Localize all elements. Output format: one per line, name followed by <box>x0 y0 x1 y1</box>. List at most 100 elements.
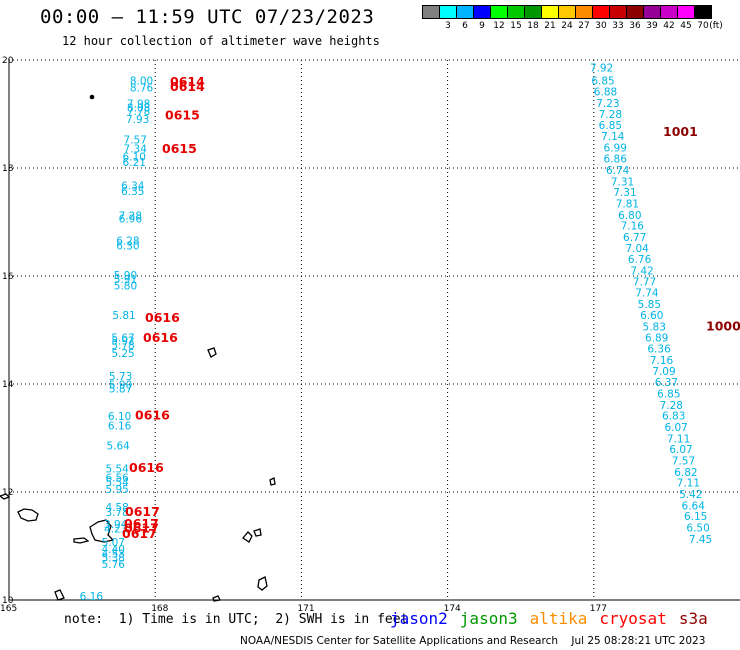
wave-height-value: 8.76 <box>130 82 154 94</box>
wave-height-value: 7.98 <box>127 99 150 111</box>
pass-time-label: 1001 <box>663 124 698 139</box>
pass-time-label: 0615 <box>162 141 197 156</box>
footer-note: note: 1) Time is in UTC; 2) SWH is in fe… <box>64 612 409 627</box>
wave-height-value: 7.11 <box>677 478 700 490</box>
island-outline <box>212 595 221 602</box>
island-outline <box>257 576 268 591</box>
island-outline <box>89 519 115 543</box>
wave-height-value: 5.90 <box>109 379 132 391</box>
wave-height-value: 5.25 <box>111 348 134 360</box>
wave-height-value: 7.57 <box>124 135 147 147</box>
island-outline <box>253 528 262 537</box>
wave-height-value: 7.57 <box>672 455 695 467</box>
island-outline <box>73 537 90 544</box>
wave-height-value: 5.64 <box>106 440 130 452</box>
wave-height-value: 5.83 <box>643 322 666 334</box>
wave-height-value: 3.94 <box>104 519 128 531</box>
legend-label: 15 <box>510 21 522 31</box>
wave-height-value: 7.81 <box>616 198 639 210</box>
wave-height-value: 7.74 <box>635 288 659 300</box>
pass-time-label: 0617 <box>122 526 157 541</box>
latitude-tick-label: 14 <box>2 380 14 390</box>
wave-height-value: 5.42 <box>679 489 702 501</box>
wave-height-value: 7.09 <box>652 366 675 378</box>
wave-height-value: 5.78 <box>111 340 134 352</box>
legend-label: 30 <box>595 21 607 31</box>
legend-label: 21 <box>544 21 556 31</box>
legend-unit: (ft) <box>709 21 723 31</box>
wave-height-value: 5.73 <box>109 371 132 383</box>
wave-height-value: 6.10 <box>123 151 146 163</box>
longitude-tick-label: 168 <box>151 604 168 614</box>
wave-height-value: 5.67 <box>111 332 134 344</box>
latitude-tick-label: 20 <box>2 56 14 66</box>
legend-swatch <box>694 5 712 19</box>
wave-height-value: 5.91 <box>114 274 137 286</box>
wave-height-value: 5.76 <box>102 559 126 571</box>
wave-height-value: 7.11 <box>667 433 690 445</box>
wave-height-value: 4.58 <box>105 502 128 514</box>
wave-height-value: 6.74 <box>606 165 630 177</box>
wave-height-value: 6.37 <box>655 377 678 389</box>
pass-time-label: 0616 <box>145 310 180 325</box>
wave-height-value: 6.21 <box>123 157 146 169</box>
legend-label: 3 <box>445 21 451 31</box>
latitude-tick-label: 10 <box>2 596 14 606</box>
legend-label: 45 <box>680 21 692 31</box>
wave-height-value: 6.60 <box>640 310 663 322</box>
color-legend: 3 6 9 12 15 18 21 24 27 30 33 36 39 42 45 70 (ft) <box>422 5 723 31</box>
wave-height-value: 5.90 <box>114 270 137 282</box>
wave-height-value: 5.92 <box>111 336 134 348</box>
wave-height-value: 6.16 <box>80 591 104 603</box>
wave-height-value: 6.89 <box>645 332 668 344</box>
wave-height-value: 8.08 <box>127 102 150 114</box>
wave-height-value: 6.99 <box>604 142 627 154</box>
island-outline <box>242 531 253 543</box>
wave-height-value: 6.15 <box>684 511 707 523</box>
wave-height-value: 6.16 <box>108 420 132 432</box>
wave-height-value: 7.28 <box>599 109 622 121</box>
longitude-tick-label: 177 <box>590 604 607 614</box>
legend-label: 70 <box>697 21 709 31</box>
wave-height-value: 6.64 <box>682 500 706 512</box>
island-outline <box>269 477 276 486</box>
longitude-tick-label: 174 <box>444 604 461 614</box>
wave-height-value: 7.16 <box>650 355 674 367</box>
wave-height-value: 7.23 <box>596 98 619 110</box>
wave-height-value: 6.83 <box>662 411 685 423</box>
wave-height-value: 5.85 <box>638 299 661 311</box>
pass-time-label: 0616 <box>129 460 164 475</box>
wave-height-value: 5.87 <box>109 384 132 396</box>
legend-swatches <box>422 5 712 19</box>
legend-label: 24 <box>561 21 573 31</box>
wave-height-value: 6.36 <box>647 344 671 356</box>
wave-height-value: 7.93 <box>126 114 149 126</box>
wave-height-value: 3.78 <box>105 507 128 519</box>
legend-labels: 3 6 9 12 15 18 21 24 27 30 33 36 39 42 45 70 (ft) <box>422 19 723 31</box>
wave-height-value: 6.07 <box>664 422 687 434</box>
wave-height-value: 6.88 <box>594 87 617 99</box>
wave-height-value: 4.40 <box>102 544 125 556</box>
wave-height-value: 7.31 <box>611 176 634 188</box>
island-outline <box>54 589 65 601</box>
pass-time-label: 0617 <box>124 516 159 531</box>
wave-height-value: 7.31 <box>613 187 636 199</box>
wave-height-value: 6.10 <box>108 411 131 423</box>
legend-label: 39 <box>646 21 658 31</box>
wave-height-value: 5.38 <box>102 553 125 565</box>
wave-height-value: 6.76 <box>628 254 652 266</box>
pass-time-label: 0615 <box>165 107 200 122</box>
wave-height-value: 6.28 <box>116 236 139 248</box>
satellite-legend: jason2 jason3 altika cryosat s3a <box>390 609 720 628</box>
pass-time-label: 0617 <box>125 504 160 519</box>
pass-time-label: 0616 <box>135 408 170 423</box>
satellite-name: s3a <box>678 609 708 628</box>
wave-height-value: 7.45 <box>689 534 712 546</box>
latitude-tick-label: 16 <box>2 272 14 282</box>
wave-height-value: 6.34 <box>121 181 145 193</box>
island-dot <box>89 94 95 100</box>
legend-label: 36 <box>629 21 641 31</box>
island-outline <box>207 347 217 358</box>
longitude-tick-label: 171 <box>297 604 314 614</box>
map-subtitle: 12 hour collection of altimeter wave hei… <box>62 34 380 48</box>
